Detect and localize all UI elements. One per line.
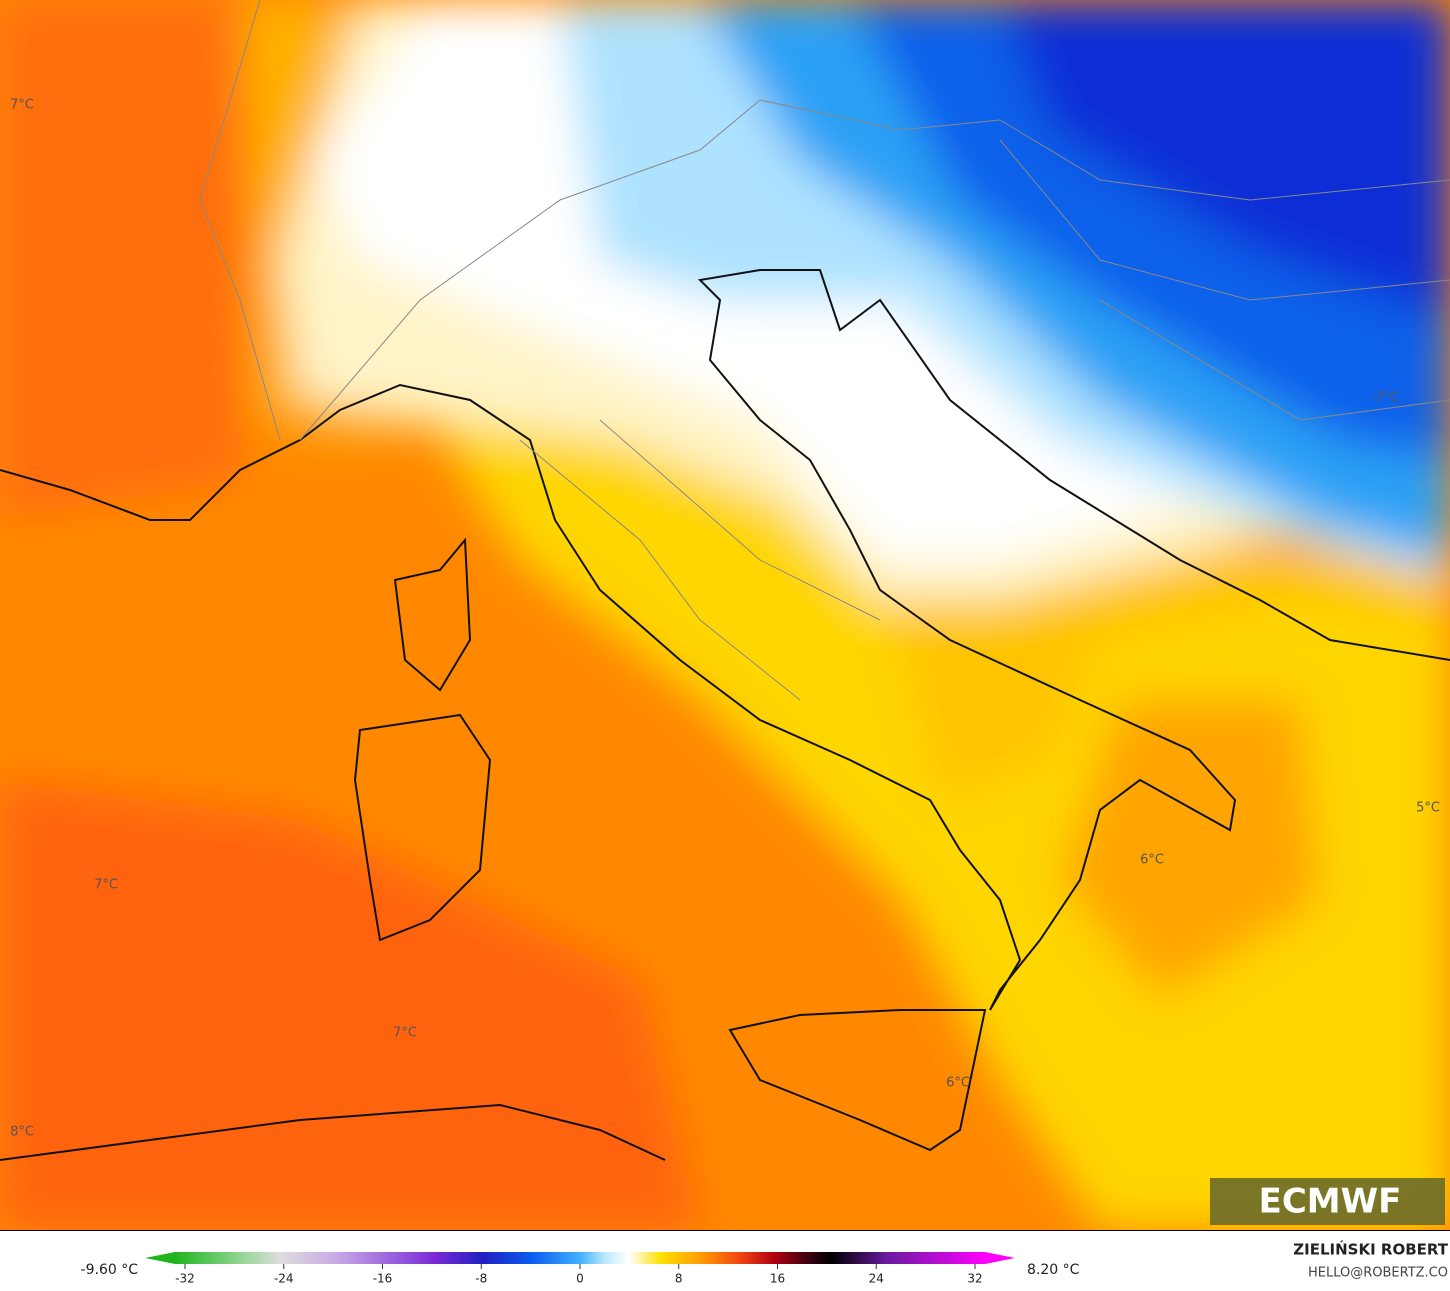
colorbar-tick-label: -16 [373, 1272, 393, 1286]
credit-name: ZIELIŃSKI ROBERT [1293, 1240, 1448, 1259]
temperature-label: -7°C [1371, 391, 1400, 406]
borders [199, 0, 1450, 701]
colorbar-max-arrow [985, 1252, 1015, 1264]
colorbar-ticks: -32 -24 -16 -8 0 8 16 24 32 [175, 1264, 983, 1286]
colorbar [175, 1252, 985, 1264]
colorbar-tick-label: 0 [576, 1272, 584, 1286]
colorbar-tick-label: 16 [770, 1272, 785, 1286]
map-labels: 7°C 7°C 7°C -7°C 5°C 6°C 6°C 8°C [10, 98, 1440, 1140]
temperature-label: 8°C [10, 1125, 34, 1140]
colorbar-tick-label: -8 [475, 1272, 487, 1286]
temperature-label: 6°C [1140, 853, 1164, 868]
temperature-label: 6°C [946, 1076, 970, 1091]
max-label: 8.20 °C [1027, 1262, 1080, 1278]
colorbar-tick-label: 8 [675, 1272, 683, 1286]
colorbar-min-arrow [145, 1252, 175, 1264]
temperature-label: 7°C [10, 98, 34, 113]
logo-box [1210, 1178, 1445, 1225]
colorbar-tick-label: 32 [967, 1272, 982, 1286]
map-area: 7°C 7°C 7°C -7°C 5°C 6°C 6°C 8°C ECMWF [0, 0, 1450, 1230]
colorbar-tick-label: -24 [274, 1272, 294, 1286]
credit-email: HELLO@ROBERTZ.CO [1308, 1266, 1448, 1281]
temperature-label: 5°C [1416, 801, 1440, 816]
colorbar-tick-label: 24 [869, 1272, 884, 1286]
temperature-label: 7°C [94, 878, 118, 893]
min-label: -9.60 °C [81, 1262, 139, 1278]
logo: ECMWF [1259, 1182, 1402, 1222]
coastlines [0, 269, 1450, 1161]
colorbar-tick-label: -32 [175, 1272, 195, 1286]
temperature-label: 7°C [393, 1026, 417, 1041]
